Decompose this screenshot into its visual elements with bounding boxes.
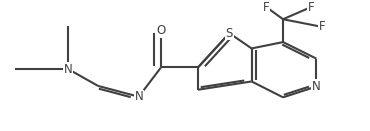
Text: F: F [307,1,314,14]
Text: N: N [64,62,73,75]
Text: N: N [312,80,321,93]
Text: F: F [319,20,325,33]
Text: N: N [134,90,143,103]
Text: S: S [226,27,233,40]
Text: O: O [156,24,166,37]
Text: F: F [263,1,270,14]
